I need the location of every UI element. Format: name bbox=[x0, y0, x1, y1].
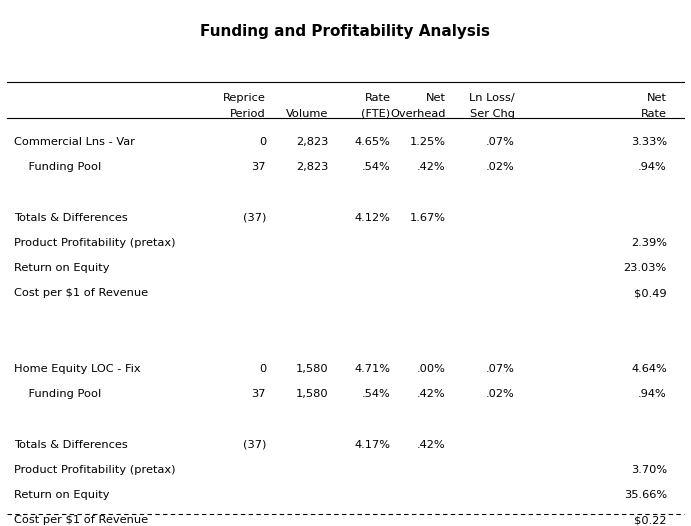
Text: 37: 37 bbox=[252, 389, 266, 399]
Text: (37): (37) bbox=[243, 440, 266, 450]
Text: Commercial Lns - Var: Commercial Lns - Var bbox=[14, 137, 135, 147]
Text: Funding and Profitability Analysis: Funding and Profitability Analysis bbox=[200, 24, 491, 39]
Text: Overhead: Overhead bbox=[390, 109, 446, 119]
Text: 4.12%: 4.12% bbox=[354, 213, 390, 222]
Text: 4.71%: 4.71% bbox=[354, 364, 390, 374]
Text: Totals & Differences: Totals & Differences bbox=[14, 213, 128, 222]
Text: Product Profitability (pretax): Product Profitability (pretax) bbox=[14, 238, 176, 248]
Text: .07%: .07% bbox=[486, 137, 515, 147]
Text: 3.33%: 3.33% bbox=[631, 137, 667, 147]
Text: Rate: Rate bbox=[364, 93, 390, 103]
Text: 2.39%: 2.39% bbox=[631, 238, 667, 248]
Text: 23.03%: 23.03% bbox=[623, 263, 667, 273]
Text: .94%: .94% bbox=[638, 162, 667, 172]
Text: $0.49: $0.49 bbox=[634, 288, 667, 298]
Text: 2,823: 2,823 bbox=[296, 162, 328, 172]
Text: Net: Net bbox=[647, 93, 667, 103]
Text: .00%: .00% bbox=[417, 364, 446, 374]
Text: 2,823: 2,823 bbox=[296, 137, 328, 147]
Text: .42%: .42% bbox=[417, 440, 446, 450]
Text: .94%: .94% bbox=[638, 389, 667, 399]
Text: Ln Loss/: Ln Loss/ bbox=[469, 93, 515, 103]
Text: 4.17%: 4.17% bbox=[354, 440, 390, 450]
Text: .54%: .54% bbox=[361, 389, 390, 399]
Text: (FTE): (FTE) bbox=[361, 109, 390, 119]
Text: .07%: .07% bbox=[486, 364, 515, 374]
Text: .42%: .42% bbox=[417, 162, 446, 172]
Text: 0: 0 bbox=[259, 364, 266, 374]
Text: Funding Pool: Funding Pool bbox=[14, 162, 101, 172]
Text: Product Profitability (pretax): Product Profitability (pretax) bbox=[14, 465, 176, 475]
Text: (37): (37) bbox=[243, 213, 266, 222]
Text: Home Equity LOC - Fix: Home Equity LOC - Fix bbox=[14, 364, 140, 374]
Text: 1,580: 1,580 bbox=[296, 364, 328, 374]
Text: 1.67%: 1.67% bbox=[410, 213, 446, 222]
Text: 3.70%: 3.70% bbox=[631, 465, 667, 475]
Text: 0: 0 bbox=[259, 137, 266, 147]
Text: Volume: Volume bbox=[286, 109, 328, 119]
Text: Cost per $1 of Revenue: Cost per $1 of Revenue bbox=[14, 288, 148, 298]
Text: Net: Net bbox=[426, 93, 446, 103]
Text: Reprice: Reprice bbox=[223, 93, 266, 103]
Text: .02%: .02% bbox=[486, 162, 515, 172]
Text: Funding Pool: Funding Pool bbox=[14, 389, 101, 399]
Text: 1.25%: 1.25% bbox=[410, 137, 446, 147]
Text: Cost per $1 of Revenue: Cost per $1 of Revenue bbox=[14, 515, 148, 525]
Text: 1,580: 1,580 bbox=[296, 389, 328, 399]
Text: Period: Period bbox=[230, 109, 266, 119]
Text: 4.64%: 4.64% bbox=[631, 364, 667, 374]
Text: Totals & Differences: Totals & Differences bbox=[14, 440, 128, 450]
Text: Return on Equity: Return on Equity bbox=[14, 263, 109, 273]
Text: 4.65%: 4.65% bbox=[354, 137, 390, 147]
Text: Return on Equity: Return on Equity bbox=[14, 490, 109, 500]
Text: Rate: Rate bbox=[641, 109, 667, 119]
Text: .54%: .54% bbox=[361, 162, 390, 172]
Text: 35.66%: 35.66% bbox=[624, 490, 667, 500]
Text: .02%: .02% bbox=[486, 389, 515, 399]
Text: 37: 37 bbox=[252, 162, 266, 172]
Text: .42%: .42% bbox=[417, 389, 446, 399]
Text: $0.22: $0.22 bbox=[634, 515, 667, 525]
Text: Ser Chg: Ser Chg bbox=[470, 109, 515, 119]
